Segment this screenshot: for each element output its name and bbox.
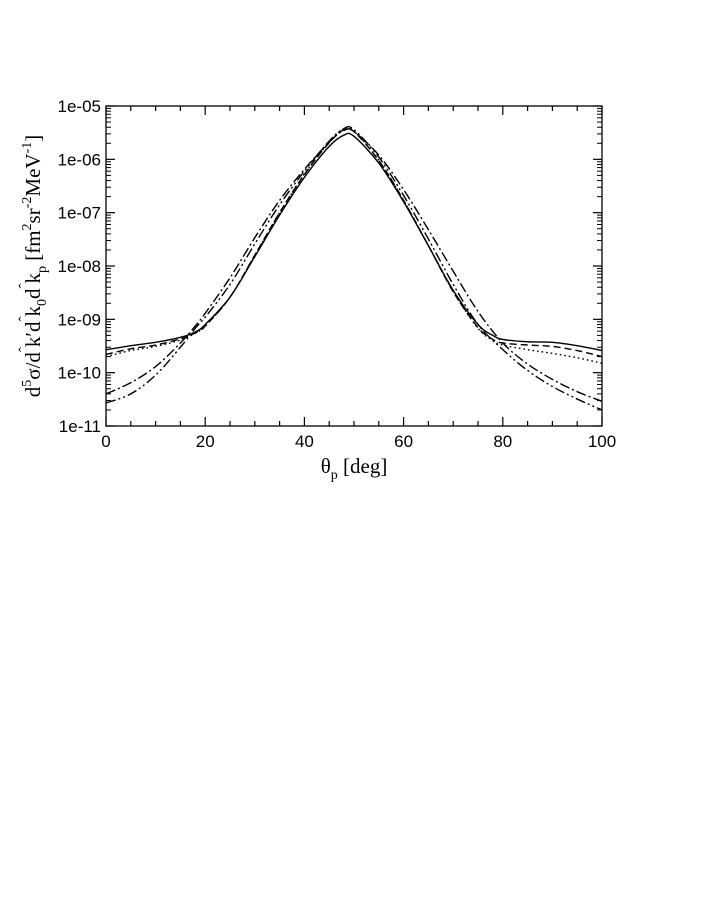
series-line-dotted bbox=[105, 126, 603, 364]
y-axis-title-part: -1 bbox=[20, 142, 35, 154]
y-axis-title-part: ˆ bbox=[17, 347, 33, 352]
x-axis-title-symbol: θ bbox=[321, 454, 331, 478]
plot-frame bbox=[105, 105, 603, 427]
y-axis-title-part: k bbox=[21, 306, 45, 317]
y-axis-title-part: 5 bbox=[20, 380, 35, 387]
y-axis-title-part: ˆ bbox=[17, 317, 33, 322]
y-tick-label: 1e-06 bbox=[58, 150, 101, 169]
y-tick-label: 1e-07 bbox=[58, 204, 101, 223]
y-tick-label: 1e-10 bbox=[58, 364, 101, 383]
x-tick-label: 20 bbox=[196, 432, 215, 451]
series-layer bbox=[105, 125, 603, 411]
y-axis-title-part: ] bbox=[21, 135, 45, 142]
y-axis-title-part: d bbox=[21, 386, 45, 397]
x-axis-title-unit: [deg] bbox=[338, 454, 388, 478]
x-tick-label: 60 bbox=[394, 432, 413, 451]
y-axis-title: d5σ/dˆk′dˆk0dˆkp [fm2sr-2MeV-1] bbox=[17, 135, 50, 398]
y-axis-title-part: d bbox=[21, 288, 45, 299]
y-axis-title-part: [fm bbox=[21, 230, 45, 266]
y-axis-title-part: 2 bbox=[20, 223, 35, 230]
x-axis-title-subscript: p bbox=[331, 468, 338, 483]
y-axis-title-part: ˆ bbox=[17, 284, 33, 289]
x-axis-title: θp [deg] bbox=[321, 454, 388, 483]
series-line-dashdot bbox=[105, 128, 603, 402]
series-line-dashdotdot bbox=[105, 125, 603, 411]
y-tick-label: 1e-08 bbox=[58, 257, 101, 276]
y-axis-title-part: σ/d bbox=[21, 352, 45, 380]
series-line-solid bbox=[105, 132, 603, 352]
x-tick-label: 0 bbox=[101, 432, 110, 451]
y-axis-title-part: k′d bbox=[21, 321, 45, 347]
y-tick-label: 1e-05 bbox=[58, 97, 101, 116]
y-axis-title-part: k bbox=[21, 273, 45, 284]
y-tick-label: 1e-11 bbox=[59, 417, 101, 436]
tick-labels: 0 20 40 60 80 100 1e-11 1e-10 1e-09 1e-08 1e-07 1e-… bbox=[58, 97, 617, 451]
y-axis-title-part: p bbox=[35, 266, 50, 273]
series-line-dashed bbox=[105, 127, 603, 358]
x-tick-label: 100 bbox=[588, 432, 616, 451]
x-tick-label: 80 bbox=[493, 432, 512, 451]
y-axis-title-part: sr bbox=[21, 208, 45, 223]
x-tick-label: 40 bbox=[295, 432, 314, 451]
y-axis-title-part: 0 bbox=[35, 299, 50, 306]
y-axis-title-part: -2 bbox=[20, 197, 35, 209]
y-axis-title-part: MeV bbox=[21, 153, 45, 196]
axis-ticks bbox=[105, 105, 603, 427]
y-tick-label: 1e-09 bbox=[58, 310, 101, 329]
